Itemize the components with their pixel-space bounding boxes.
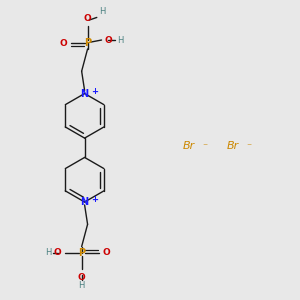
Text: H: H [79,281,85,290]
Text: +: + [91,87,98,96]
Text: ⁻: ⁻ [247,142,252,153]
Text: O: O [105,35,112,44]
Text: O: O [53,248,61,257]
Text: N: N [80,88,89,98]
Text: H: H [99,7,105,16]
Text: Br: Br [182,140,195,151]
Text: H: H [45,248,51,257]
Text: O: O [102,248,110,257]
Text: Br: Br [227,140,239,151]
Text: P: P [78,248,85,257]
Text: O: O [84,14,92,23]
Text: H: H [117,35,123,44]
Text: ⁻: ⁻ [202,142,207,153]
Text: +: + [91,195,98,204]
Text: P: P [84,38,91,48]
Text: O: O [59,38,67,47]
Text: O: O [78,273,86,282]
Text: N: N [80,197,89,207]
